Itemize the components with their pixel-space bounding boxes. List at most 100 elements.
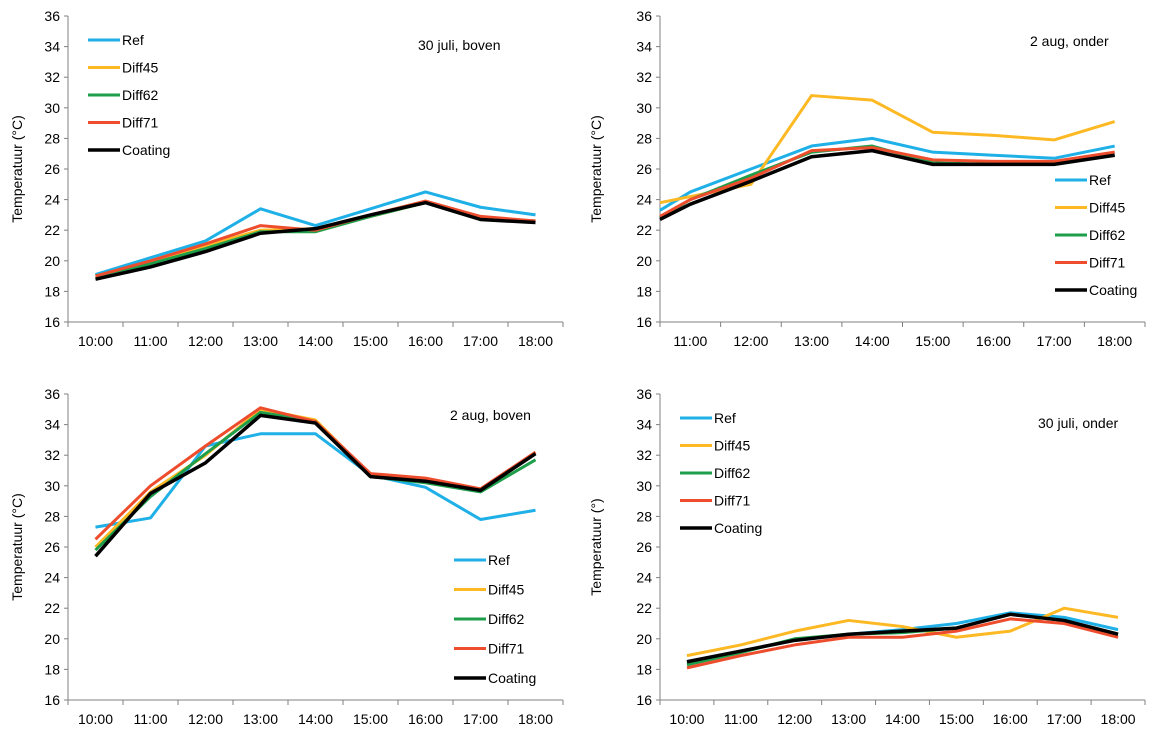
x-tick-label: 14:00 (298, 333, 333, 349)
legend-label-diff45: Diff45 (122, 60, 159, 76)
legend-label-ref: Ref (488, 552, 510, 568)
series-line-ref (95, 432, 536, 529)
y-tick-label: 28 (636, 130, 652, 146)
y-tick-label: 22 (636, 222, 652, 238)
legend-label-diff71: Diff71 (714, 493, 751, 509)
legend-label-ref: Ref (714, 410, 736, 426)
legend-label-ref: Ref (122, 32, 144, 48)
y-tick-label: 34 (44, 417, 60, 433)
y-tick-label: 20 (636, 631, 652, 647)
chart-annotation: 2 aug, boven (450, 407, 531, 423)
legend-label-diff62: Diff62 (714, 465, 751, 481)
y-tick-label: 18 (44, 283, 60, 299)
legend-label-diff71: Diff71 (488, 641, 525, 657)
y-tick-label: 20 (44, 631, 60, 647)
y-tick-label: 24 (44, 570, 60, 586)
y-tick-label: 16 (636, 692, 652, 708)
y-tick-label: 32 (44, 69, 60, 85)
series-line-diff71 (94, 406, 537, 541)
x-tick-label: 15:00 (353, 711, 388, 727)
y-tick-label: 32 (636, 69, 652, 85)
y-tick-label: 16 (44, 314, 60, 330)
y-tick-label: 18 (44, 661, 60, 677)
series-line-ref (659, 136, 1115, 212)
y-tick-label: 34 (636, 417, 652, 433)
legend-label-diff45: Diff45 (714, 438, 751, 454)
x-tick-label: 18:00 (1097, 333, 1132, 349)
chart-panel-30-juli-onder: 16 18 20 22 24 26 28 30 32 34 36 10:00 11:00 12:00 13:… (579, 366, 1157, 731)
x-tick-label: 13:00 (243, 711, 278, 727)
y-tick-label: 30 (636, 478, 652, 494)
x-tick-label: 18:00 (518, 333, 553, 349)
legend-label-coating: Coating (488, 670, 536, 686)
x-tick-label: 17:00 (463, 711, 498, 727)
legend-label-diff62: Diff62 (1089, 227, 1126, 243)
chart-panel-30-juli-boven: 16 18 20 22 24 26 28 30 32 34 36 10:00 11:00 12:00 13:… (0, 0, 578, 365)
y-tick-label: 22 (636, 600, 652, 616)
y-axis-label: Temperatuur (°C) (9, 115, 25, 223)
chart-2-aug-boven: 16 18 20 22 24 26 28 30 32 34 36 10:00 11:00 12:00 13:… (9, 386, 564, 727)
y-tick-label: 28 (636, 508, 652, 524)
series-line-coating (94, 413, 537, 558)
x-tick-label: 14:00 (855, 333, 890, 349)
series-line-diff71 (659, 146, 1115, 218)
legend-label-diff71: Diff71 (122, 115, 159, 131)
legend-label-coating: Coating (1089, 282, 1137, 298)
x-tick-label: 12:00 (777, 711, 812, 727)
y-tick-label: 24 (636, 192, 652, 208)
chart-annotation: 30 juli, boven (418, 37, 501, 53)
y-tick-label: 30 (44, 100, 60, 116)
legend-label-ref: Ref (1089, 172, 1111, 188)
series-line-coating (659, 148, 1115, 222)
y-tick-label: 18 (636, 661, 652, 677)
x-tick-label: 15:00 (915, 333, 950, 349)
x-tick-label: 15:00 (353, 333, 388, 349)
x-tick-label: 14:00 (298, 711, 333, 727)
legend-label-coating: Coating (122, 142, 170, 158)
x-tick-label: 13:00 (243, 333, 278, 349)
x-tick-label: 16:00 (993, 711, 1028, 727)
x-tick-label: 12:00 (733, 333, 768, 349)
y-tick-label: 24 (636, 570, 652, 586)
x-tick-label: 17:00 (1047, 711, 1082, 727)
y-tick-label: 30 (636, 100, 652, 116)
legend-label-diff71: Diff71 (1089, 255, 1126, 271)
y-tick-label: 26 (44, 161, 60, 177)
legend-label-diff45: Diff45 (488, 582, 525, 598)
legend-label-diff62: Diff62 (488, 611, 525, 627)
series-line-diff45 (686, 606, 1119, 658)
chart-annotation: 2 aug, onder (1030, 33, 1109, 49)
legend-label-diff62: Diff62 (122, 87, 159, 103)
y-tick-label: 36 (636, 386, 652, 402)
series-line-coating (95, 200, 536, 281)
x-tick-label: 10:00 (78, 333, 113, 349)
x-tick-label: 11:00 (134, 333, 168, 349)
y-tick-label: 16 (636, 314, 652, 330)
series-line-coating (686, 612, 1119, 664)
x-tick-label: 13:00 (794, 333, 829, 349)
legend-label-coating: Coating (714, 520, 762, 536)
y-tick-label: 36 (44, 8, 60, 24)
x-tick-label: 15:00 (939, 711, 974, 727)
chart-30-juli-onder: 16 18 20 22 24 26 28 30 32 34 36 10:00 11:00 12:00 13:… (588, 386, 1146, 727)
y-axis-label: Temperatuur (°C) (9, 493, 25, 601)
y-axis-label: Temperatuur (°) (588, 498, 604, 595)
y-tick-label: 20 (636, 253, 652, 269)
series-line-ref (95, 190, 536, 277)
x-tick-label: 14:00 (885, 711, 920, 727)
x-tick-label: 11:00 (673, 333, 707, 349)
y-tick-label: 32 (44, 447, 60, 463)
y-tick-label: 26 (636, 161, 652, 177)
chart-30-juli-boven: 16 18 20 22 24 26 28 30 32 34 36 10:00 11:00 12:00 13:… (9, 8, 564, 349)
y-tick-label: 22 (44, 600, 60, 616)
y-tick-label: 18 (636, 283, 652, 299)
x-tick-label: 12:00 (188, 333, 223, 349)
x-tick-label: 17:00 (1037, 333, 1072, 349)
y-tick-label: 22 (44, 222, 60, 238)
y-tick-label: 30 (44, 478, 60, 494)
y-tick-label: 16 (44, 692, 60, 708)
legend-label-diff45: Diff45 (1089, 200, 1126, 216)
y-tick-label: 34 (44, 39, 60, 55)
series-line-diff71 (686, 617, 1119, 670)
y-tick-label: 28 (44, 130, 60, 146)
